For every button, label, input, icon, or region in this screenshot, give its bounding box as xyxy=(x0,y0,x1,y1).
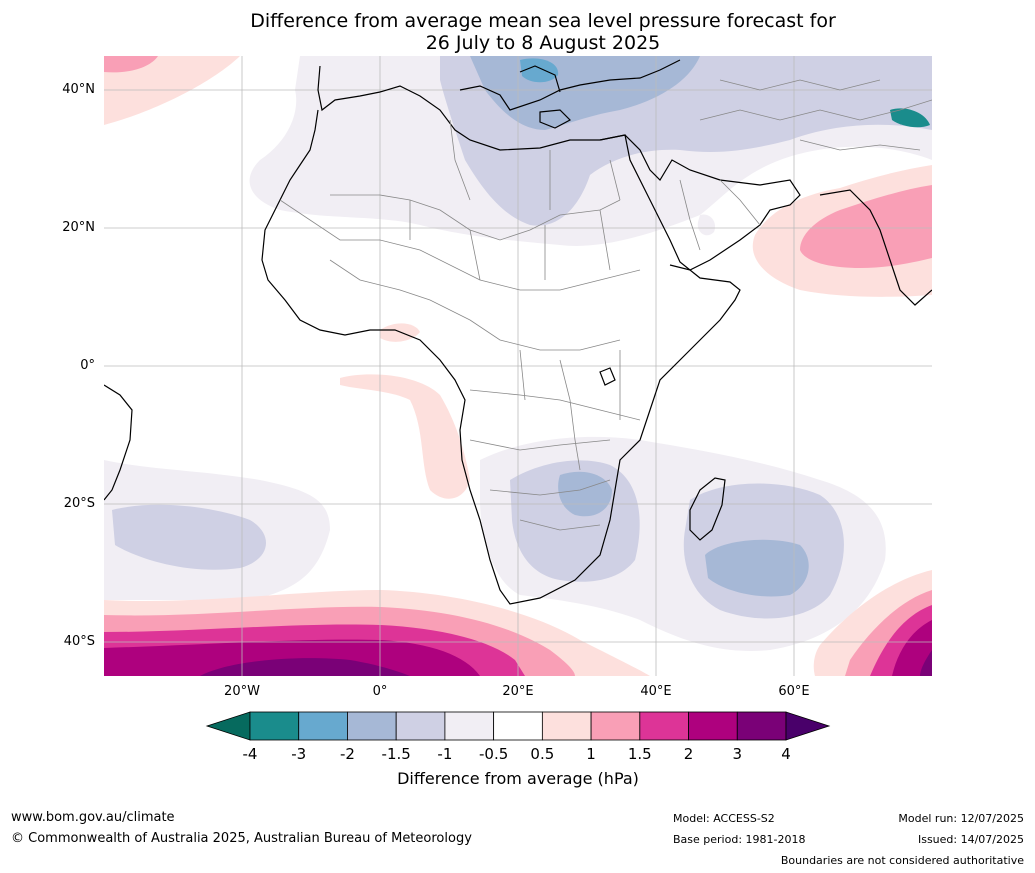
anomaly-med-deep xyxy=(520,58,559,83)
footer-disclaimer: Boundaries are not considered authoritat… xyxy=(780,854,1024,867)
map-area xyxy=(104,56,932,676)
colorbar-tick-label: -1.5 xyxy=(381,745,411,763)
anomaly-south-atlantic-core xyxy=(112,504,267,570)
anomaly-southern-ocean-5 xyxy=(200,658,410,676)
footer-url[interactable]: www.bom.gov.au/climate xyxy=(11,810,175,825)
colorbar-boxes xyxy=(249,711,787,741)
anomaly-north-atlantic-core xyxy=(104,56,158,73)
colorbar-tick-label: 3 xyxy=(732,745,743,763)
anomaly-southern-ocean-4 xyxy=(104,639,480,676)
colorbar-under-arrow xyxy=(205,711,251,741)
colorbar-over-arrow xyxy=(785,711,831,741)
footer-base-period: Base period: 1981-2018 xyxy=(673,833,806,846)
colorbar-tick-label: -0.5 xyxy=(478,745,509,763)
lat-label-20n: 20°N xyxy=(62,220,95,235)
colorbar-tick-label: 1.5 xyxy=(627,745,652,763)
colorbar-tick-label: -2 xyxy=(339,745,355,763)
colorbar xyxy=(205,711,831,741)
gridlines xyxy=(104,56,932,676)
colorbar-tick-label: -1 xyxy=(437,745,453,763)
title-line-1: Difference from average mean sea level p… xyxy=(250,10,836,32)
lon-label-60e: 60°E xyxy=(778,684,810,699)
lat-label-0: 0° xyxy=(80,358,95,373)
title-line-2: 26 July to 8 August 2025 xyxy=(425,32,661,54)
footer-model: Model: ACCESS-S2 xyxy=(673,812,775,825)
coastlines xyxy=(104,59,932,605)
colorbar-box xyxy=(493,711,543,741)
colorbar-box xyxy=(541,711,592,741)
anomaly-sa-inner xyxy=(558,471,612,517)
anomaly-north-atlantic xyxy=(104,56,240,125)
lat-label-20s: 20°S xyxy=(63,496,95,511)
lon-label-20e: 20°E xyxy=(502,684,534,699)
lon-label-20w: 20°W xyxy=(224,684,260,699)
colorbar-tick-label: 0.5 xyxy=(530,745,555,763)
anomaly-arabian-sea-core xyxy=(800,185,932,268)
colorbar-tick-label: 2 xyxy=(683,745,694,763)
anomaly-southern-ocean-east-4 xyxy=(892,620,932,676)
colorbar-box xyxy=(395,711,446,741)
colorbar-tick-label: -3 xyxy=(291,745,307,763)
anomaly-caspian-core xyxy=(890,108,930,128)
anomaly-red-sea-patch xyxy=(697,214,716,236)
lon-label-0: 0° xyxy=(372,684,388,699)
colorbar-tick-label: -4 xyxy=(242,745,258,763)
lat-label-40s: 40°S xyxy=(63,634,95,649)
anomaly-se-atlantic xyxy=(340,374,470,499)
footer-model-run: Model run: 12/07/2025 xyxy=(898,812,1024,825)
footer-issued: Issued: 14/07/2025 xyxy=(917,833,1024,846)
anomaly-southern-ocean-east-5 xyxy=(920,650,932,676)
colorbar-title: Difference from average (hPa) xyxy=(397,769,639,788)
colorbar-box xyxy=(736,711,787,741)
colorbar-box xyxy=(590,711,641,741)
lon-label-40e: 40°E xyxy=(640,684,672,699)
colorbar-box xyxy=(347,711,397,741)
colorbar-tick-label: 1 xyxy=(586,745,596,763)
colorbar-box xyxy=(688,711,738,741)
colorbar-tick-label: 4 xyxy=(781,745,791,763)
colorbar-box xyxy=(639,711,689,741)
anomaly-indian-ocean-deep xyxy=(705,539,809,597)
footer-copyright: © Commonwealth of Australia 2025, Austra… xyxy=(11,831,472,846)
map-title: Difference from average mean sea level p… xyxy=(0,10,1035,54)
lat-label-40n: 40°N xyxy=(62,82,95,97)
colorbar-box xyxy=(249,711,300,741)
colorbar-box xyxy=(444,711,495,741)
colorbar-box xyxy=(298,711,348,741)
country-borders xyxy=(279,79,932,531)
